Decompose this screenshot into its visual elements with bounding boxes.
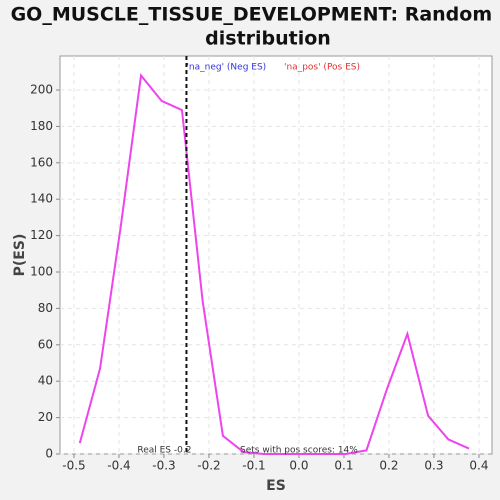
x-tick-label: 0.1	[334, 459, 353, 473]
y-tick-label: 20	[38, 410, 53, 424]
x-tick-label: 0.0	[289, 459, 308, 473]
x-tick-label: 0.4	[469, 459, 488, 473]
plot-area	[59, 55, 493, 455]
x-tick-label: -0.5	[62, 459, 85, 473]
x-tick-label: -0.1	[242, 459, 265, 473]
y-tick-label: 0	[45, 447, 53, 461]
annotation: Sets with pos scores: 14%	[240, 446, 358, 456]
legend-entry: 'na_pos' (Pos ES)	[284, 63, 360, 73]
x-tick-label: -0.4	[107, 459, 130, 473]
chart-title: distribution	[205, 28, 331, 50]
y-tick-label: 180	[30, 119, 53, 133]
y-tick-label: 200	[30, 83, 53, 97]
x-tick-label: -0.2	[197, 459, 220, 473]
x-tick-label: 0.3	[424, 459, 443, 473]
y-axis-label: P(ES)	[12, 234, 28, 277]
annotation: Real ES -0.2	[137, 446, 191, 456]
line	[78, 73, 470, 455]
x-axis-label: ES	[266, 478, 286, 494]
y-tick-label: 60	[38, 337, 53, 351]
chart-title: GO_MUSCLE_TISSUE_DEVELOPMENT: Random ES	[11, 4, 500, 26]
y-tick-label: 40	[38, 374, 53, 388]
x-tick-label: -0.3	[152, 459, 175, 473]
y-tick-label: 140	[30, 192, 53, 206]
y-tick-label: 120	[30, 228, 53, 242]
y-tick-label: 100	[30, 265, 53, 279]
y-tick-label: 80	[38, 301, 53, 315]
y-tick-label: 160	[30, 155, 53, 169]
legend-entry: 'na_neg' (Neg ES)	[186, 63, 266, 73]
x-tick-label: 0.2	[379, 459, 398, 473]
